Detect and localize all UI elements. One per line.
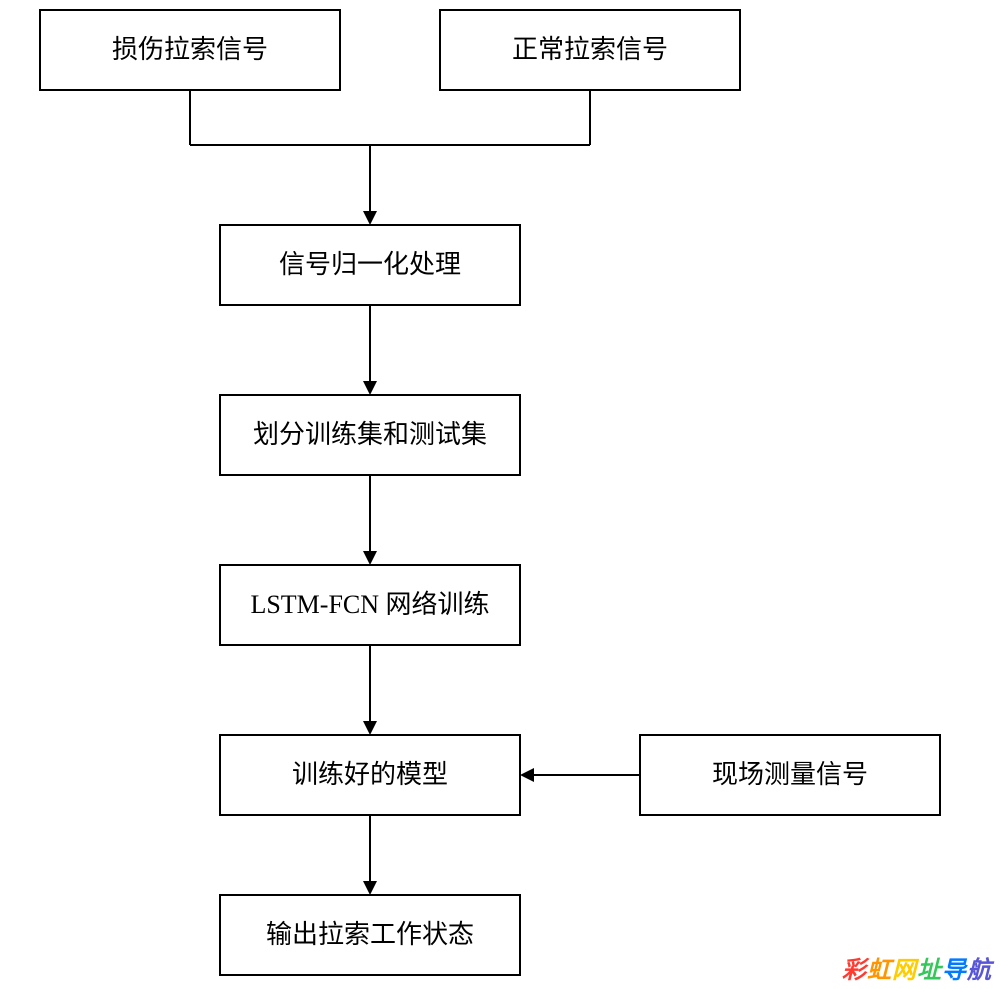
flow-node-measure: 现场测量信号 [640,735,940,815]
flow-node-label: 划分训练集和测试集 [253,420,487,449]
flow-node-train: LSTM-FCN 网络训练 [220,565,520,645]
flow-node-label: 正常拉索信号 [512,35,668,64]
flow-node-split: 划分训练集和测试集 [220,395,520,475]
flow-node-damaged: 损伤拉索信号 [40,10,340,90]
flow-node-normalize: 信号归一化处理 [220,225,520,305]
flow-node-output: 输出拉索工作状态 [220,895,520,975]
flowchart-canvas: 损伤拉索信号 正常拉索信号信号归一化处理划分训练集和测试集 LSTM-FCN 网络训… [0,0,1000,989]
flow-node-label: 信号归一化处理 [279,250,461,279]
flow-node-model: 训练好的模型 [220,735,520,815]
flow-node-label: 损伤拉索信号 [112,35,268,64]
flow-node-label: 现场测量信号 [712,760,868,789]
flow-node-normal: 正常拉索信号 [440,10,740,90]
flow-node-label: 输出拉索工作状态 [266,920,474,949]
flow-node-label: LSTM-FCN 网络训练 [250,590,489,619]
flow-node-label: 训练好的模型 [292,760,448,789]
